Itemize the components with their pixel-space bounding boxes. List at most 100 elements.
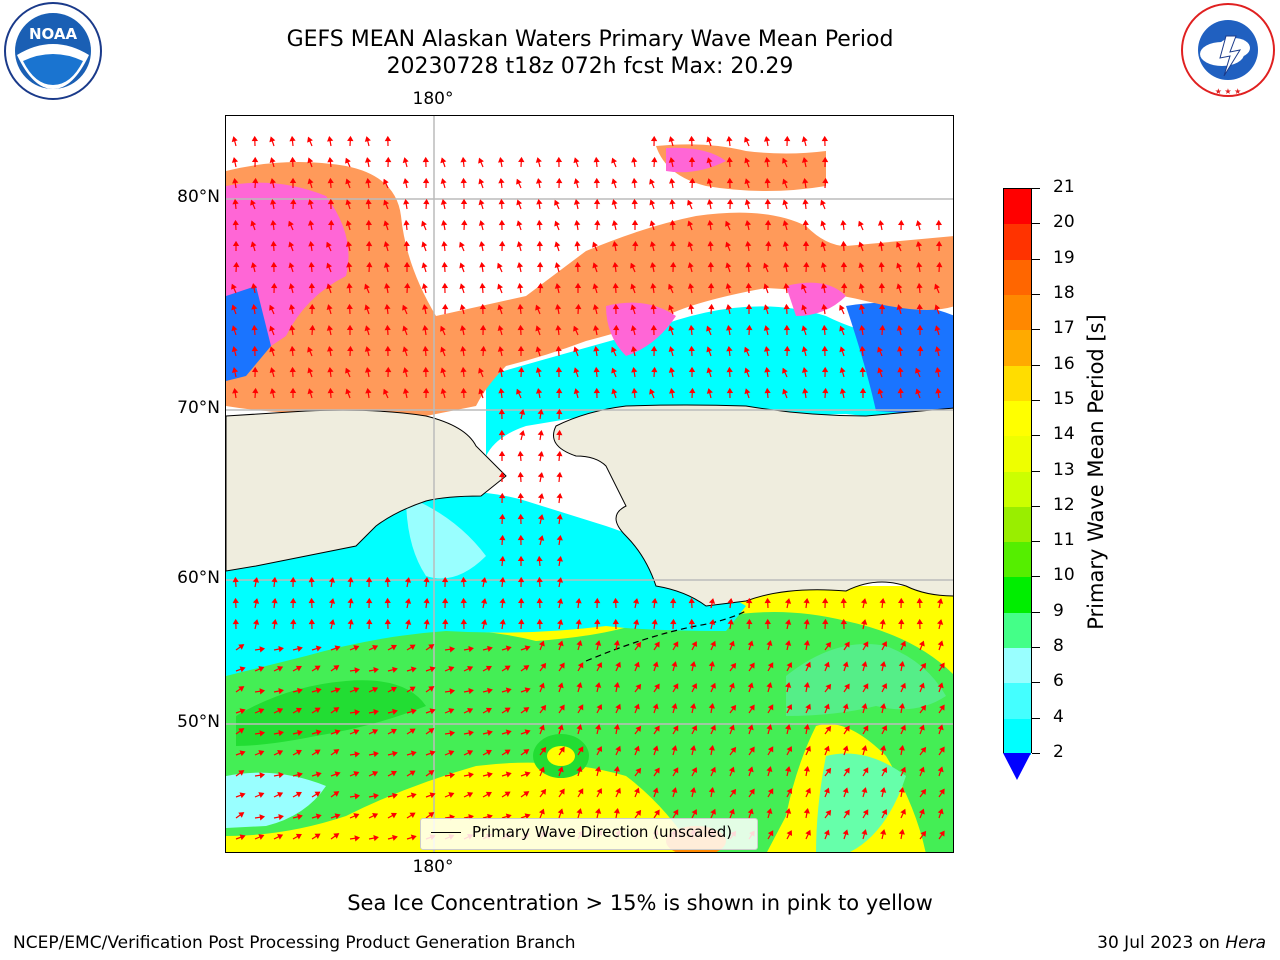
wave-arrow-head [333,749,340,755]
wave-arrow-head [632,240,639,247]
wave-arrow-head [485,707,492,714]
wave-arrow-head [403,240,410,247]
wave-arrow-head [862,641,869,648]
wave-arrow-head [786,746,793,753]
wave-arrow-head [372,770,379,777]
wave-arrow-head [920,704,927,711]
wave-arrow-head [672,809,679,816]
wave-arrow-head [441,219,448,226]
wave-arrow-head [498,366,505,373]
wave-arrow-head [372,728,379,735]
wave-arrow-head [822,597,829,604]
wave-arrow-head [239,792,246,799]
wave-arrow-head [409,644,416,651]
wave-arrow-head [449,646,456,653]
wave-arrow-head [690,745,697,751]
wave-arrow-head [706,199,714,205]
wave-arrow-head [801,346,808,353]
wave-arrow-head [783,282,790,289]
wave-arrow-head [308,597,315,604]
wave-arrow-head [725,241,732,248]
wave-arrow-head [896,325,903,331]
wave-arrow-head [782,241,789,247]
wave-arrow-head [523,791,530,797]
wave-arrow-head [537,450,544,457]
wave-arrow-head [920,662,927,669]
wave-arrow-head [538,640,545,647]
wave-arrow-head [706,178,713,184]
wave-arrow-head [767,830,774,837]
wave-arrow-head [290,198,297,205]
wave-arrow-head [334,813,341,820]
wave-arrow-head [559,746,565,753]
wave-arrow-head [688,135,695,142]
wave-arrow-head [517,282,524,289]
wave-arrow-head [726,387,734,394]
wave-arrow-head [706,157,713,164]
wave-arrow-head [688,597,695,604]
footer-host: Hera [1225,933,1266,953]
wave-arrow-head [345,178,352,185]
wave-arrow-head [841,282,848,289]
wave-arrow-head [478,367,484,374]
wave-arrow-head [516,262,524,268]
wave-arrow-head [654,641,660,648]
wave-arrow-head [612,261,619,268]
wave-arrow-head [825,725,832,732]
wave-arrow-head [422,387,430,394]
wave-arrow-head [596,788,603,795]
wave-arrow-head [898,597,905,604]
wave-arrow-head [786,704,793,711]
wave-arrow-head [345,157,351,164]
wave-arrow-head [403,198,410,205]
wave-arrow-head [861,787,868,794]
wave-arrow-head [289,576,297,583]
wave-arrow-head [556,534,563,541]
wave-arrow-head [271,576,278,583]
wave-arrow-head [745,261,752,268]
wave-arrow-head [410,666,417,673]
wave-arrow-head [652,787,659,794]
wave-arrow-head [479,261,486,268]
wave-arrow-head [383,241,390,248]
wave-arrow-head [859,345,866,352]
wave-arrow-head [670,618,677,625]
land-siberia [226,409,507,572]
wave-arrow-head [269,157,276,164]
wave-arrow-head [402,367,409,374]
wave-arrow-head [821,345,828,352]
wave-arrow-head [749,662,755,669]
wave-arrow-head [557,619,564,625]
colorbar-segment [1004,330,1031,367]
wave-arrow-head [935,240,943,247]
wave-arrow-head [767,746,774,753]
colorbar-segment [1004,294,1031,331]
wave-arrow-head [939,788,945,795]
wave-arrow-head [744,136,750,143]
wave-arrow-head [429,792,436,799]
wave-arrow-head [766,724,773,731]
wave-arrow-head [727,597,734,604]
wave-arrow-head [671,745,678,752]
wave-arrow-head [918,724,925,731]
wave-arrow-head [690,703,697,709]
wave-arrow-head [428,770,435,776]
wave-arrow-head [517,555,525,561]
wave-arrow-head [392,666,398,673]
wave-arrow-head [557,808,564,815]
wave-arrow-head [421,220,427,227]
wave-arrow-head [896,262,903,269]
colorbar-segment [1004,259,1031,296]
wave-arrow-head [517,324,524,331]
wave-arrow-head [576,640,583,647]
wave-arrow-head [403,261,411,267]
wave-arrow-head [250,220,257,227]
wave-arrow-head [747,766,754,773]
wave-arrow-head [354,709,361,716]
wave-arrow-head [383,220,390,227]
wave-arrow-head [538,808,545,815]
wave-arrow-head [346,261,353,268]
wave-arrow-head [630,262,636,269]
wave-arrow-head [896,283,903,290]
wave-arrow-head [232,219,239,226]
